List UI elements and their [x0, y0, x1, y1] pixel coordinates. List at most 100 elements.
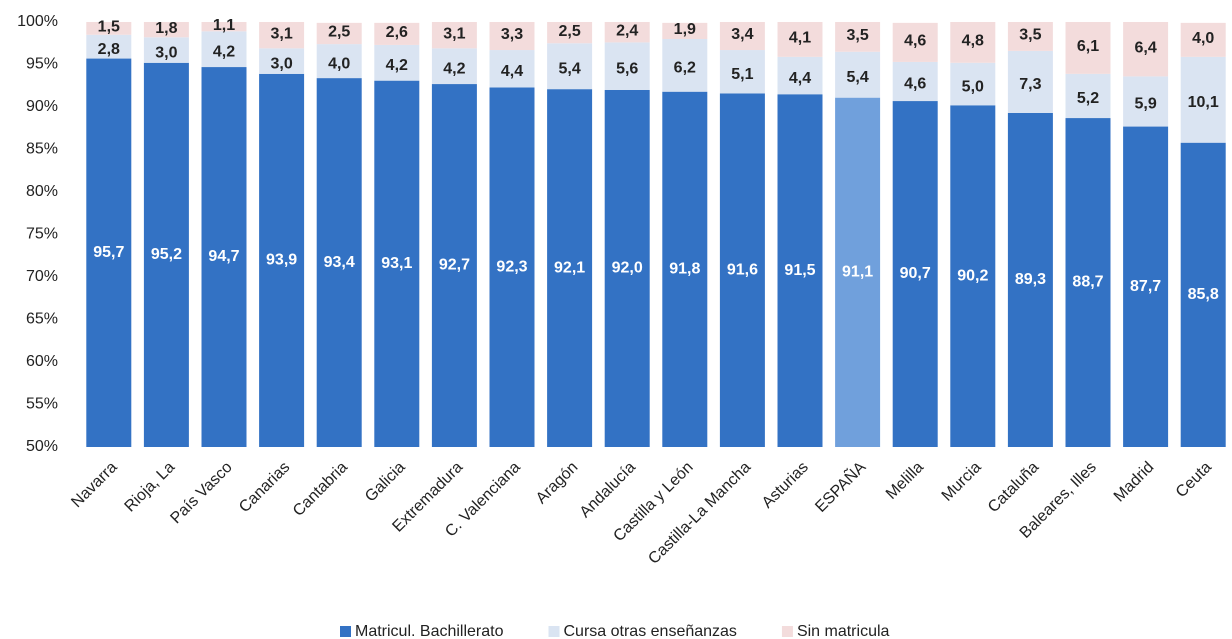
value-label: 88,7: [1072, 274, 1103, 291]
y-tick-label: 80%: [26, 183, 58, 200]
x-tick-label: Cataluña: [985, 459, 1042, 516]
x-tick-label: Navarra: [68, 459, 120, 511]
bar-segment: [777, 56, 823, 95]
value-label: 6,2: [674, 60, 696, 77]
value-label: 92,3: [496, 258, 527, 275]
bar-segment: [374, 44, 420, 81]
bar-segment: [547, 22, 593, 44]
bar-segment: [1007, 112, 1053, 447]
bar-segment: [201, 22, 247, 32]
bar-segment: [950, 62, 996, 106]
value-label: 90,7: [900, 265, 931, 282]
bar-segment: [316, 22, 362, 45]
value-label: 10,1: [1188, 94, 1219, 111]
value-label: 4,4: [789, 70, 811, 87]
y-tick-label: 70%: [26, 268, 58, 285]
bar-segment: [662, 22, 708, 39]
bar-segment: [489, 50, 535, 88]
value-label: 92,0: [612, 260, 643, 277]
value-label: 91,8: [669, 261, 700, 278]
bar-segment: [835, 51, 881, 98]
bar-segment: [143, 37, 189, 63]
bar-segment: [259, 73, 305, 447]
bar-segment: [1123, 126, 1169, 448]
bar-segment: [604, 90, 650, 447]
value-label: 91,6: [727, 261, 758, 278]
bar-segment: [86, 58, 132, 448]
value-label: 3,1: [270, 25, 292, 42]
bar-segment: [547, 43, 593, 90]
value-label: 3,4: [731, 26, 753, 43]
x-tick-label: Canarias: [236, 459, 293, 516]
y-tick-label: 55%: [26, 396, 58, 413]
value-label: 93,4: [324, 254, 355, 271]
value-label: 2,8: [98, 41, 120, 58]
x-tick-label: ESPAÑA: [810, 456, 869, 515]
bar-segment: [489, 87, 535, 447]
y-tick-label: 75%: [26, 226, 58, 243]
value-label: 3,0: [270, 55, 292, 72]
value-label: 4,4: [501, 63, 523, 80]
bar-segment: [1180, 56, 1226, 143]
x-tick-label: País Vasco: [167, 459, 235, 527]
bar-segment: [1123, 22, 1169, 77]
value-label: 4,8: [962, 33, 984, 50]
x-tick-label: Melilla: [883, 459, 927, 503]
bar-segment: [431, 48, 477, 85]
value-label: 5,9: [1134, 96, 1156, 113]
bar-segment: [719, 50, 765, 94]
legend-swatch: [340, 626, 351, 637]
bar-segment: [892, 101, 938, 448]
value-label: 5,2: [1077, 90, 1099, 107]
bar-segment: [777, 94, 823, 447]
y-tick-label: 85%: [26, 141, 58, 158]
value-label: 6,4: [1134, 39, 1156, 56]
legend-label: Matricul. Bachillerato: [355, 623, 504, 639]
bar-segment: [892, 61, 938, 102]
bar-segment: [719, 22, 765, 51]
value-label: 89,3: [1015, 271, 1046, 288]
y-tick-label: 95%: [26, 56, 58, 73]
bar-segment: [1180, 22, 1226, 57]
bar-segment: [835, 97, 881, 448]
bar-segment: [950, 22, 996, 63]
y-tick-label: 65%: [26, 311, 58, 328]
bar-segment: [431, 84, 477, 448]
bar-segment: [662, 91, 708, 447]
legend-label: Cursa otras enseñanzas: [564, 623, 737, 639]
bar-segment: [201, 31, 247, 68]
bar-segment: [777, 22, 823, 57]
legend-swatch: [781, 626, 793, 637]
bar-segment: [1065, 22, 1111, 74]
value-label: 2,6: [386, 24, 408, 41]
value-label: 5,0: [962, 78, 984, 95]
bar-segment: [547, 89, 593, 448]
value-label: 4,6: [904, 33, 926, 50]
value-label: 4,2: [386, 57, 408, 74]
bar-segment: [259, 48, 305, 74]
value-label: 3,5: [1019, 27, 1041, 44]
bar-segment: [374, 80, 420, 448]
value-label: 4,2: [213, 43, 235, 60]
value-label: 3,1: [443, 25, 465, 42]
x-tick-label: Castilla-La Mancha: [645, 459, 754, 568]
value-label: 4,0: [1192, 30, 1214, 47]
legend-swatch: [548, 626, 560, 637]
value-label: 91,1: [842, 264, 873, 281]
bar-segment: [86, 22, 132, 35]
value-label: 5,4: [558, 60, 580, 77]
value-label: 91,5: [784, 262, 815, 279]
value-label: 92,1: [554, 259, 585, 276]
bar-segment: [719, 93, 765, 448]
bar-segment: [892, 22, 938, 62]
bar-segment: [316, 44, 362, 79]
value-label: 4,2: [443, 60, 465, 77]
bar-segment: [143, 62, 189, 448]
value-label: 3,0: [155, 44, 177, 61]
value-label: 1,5: [98, 19, 120, 36]
bar-segment: [835, 22, 881, 52]
value-label: 2,5: [558, 23, 580, 40]
y-tick-label: 50%: [26, 438, 58, 455]
value-label: 92,7: [439, 257, 470, 274]
